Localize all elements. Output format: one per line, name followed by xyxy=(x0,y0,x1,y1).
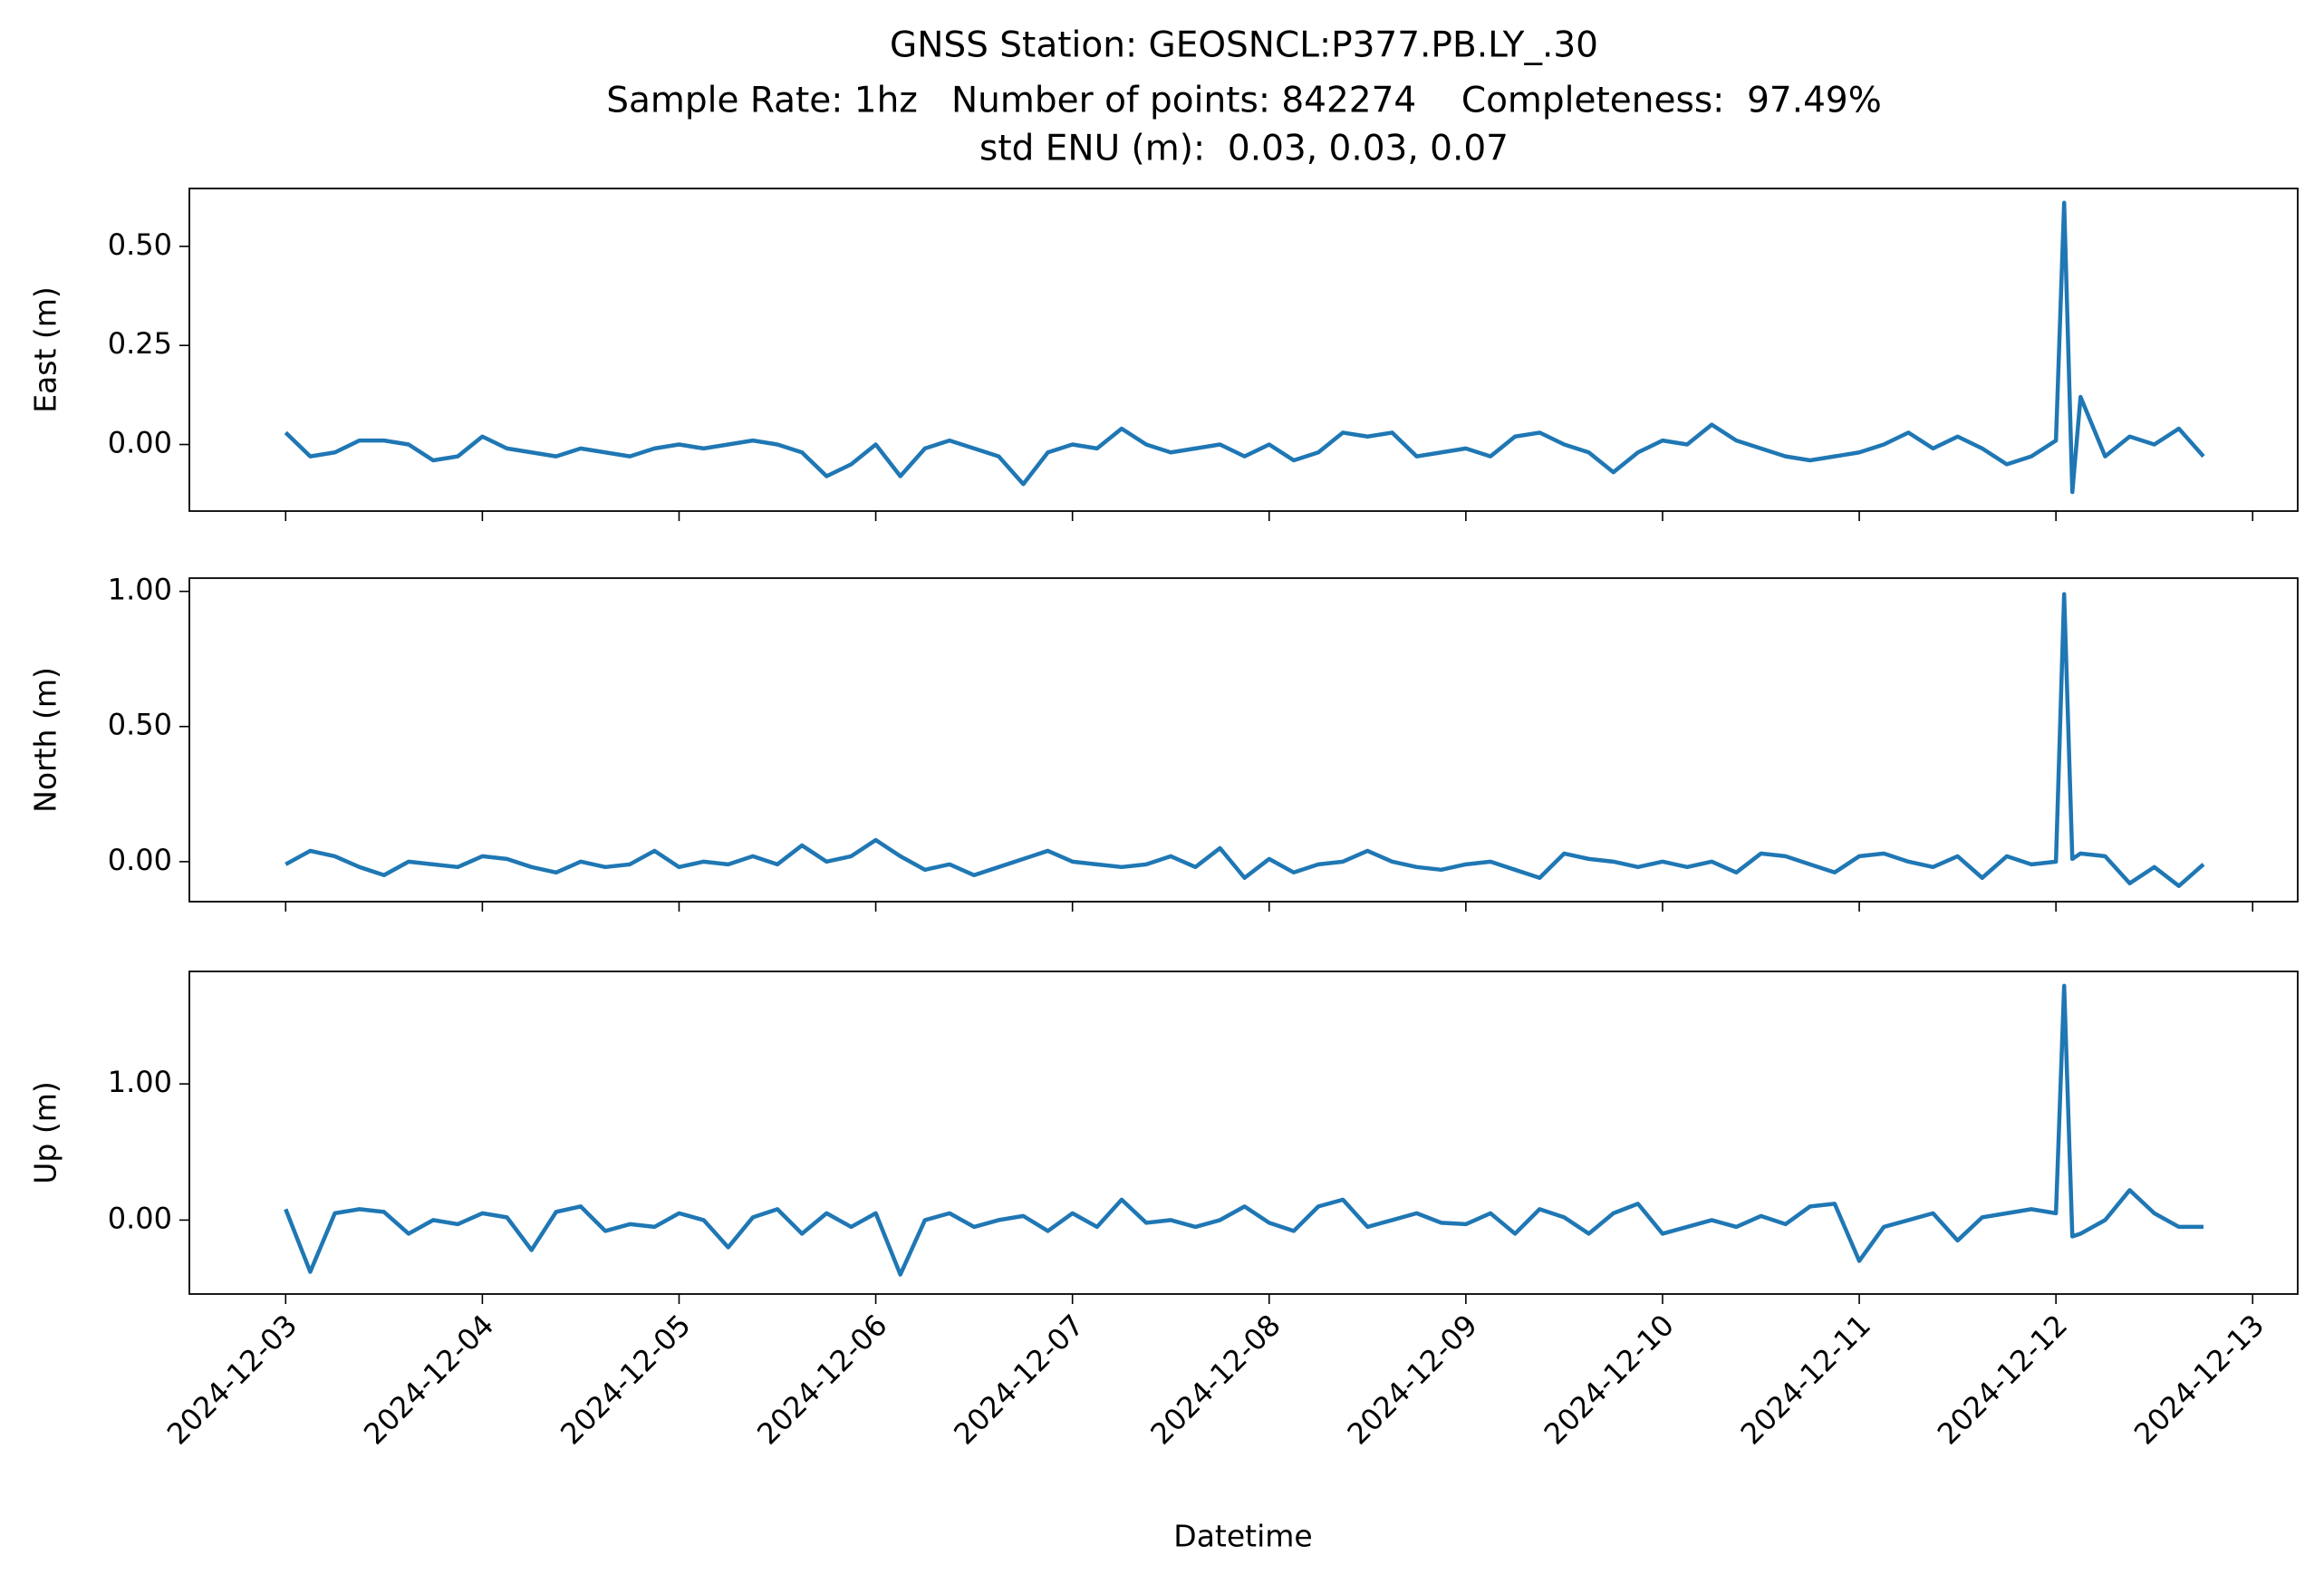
axes-frame xyxy=(188,971,2299,1295)
y-tick-label: 1.00 xyxy=(108,573,172,607)
x-axis-label: Datetime xyxy=(1173,1519,1312,1554)
axes-frame xyxy=(188,188,2299,512)
title-line: Sample Rate: 1hz Number of points: 84227… xyxy=(606,81,1882,121)
y-axis-label: North (m) xyxy=(28,667,63,813)
data-line xyxy=(284,983,2203,1277)
data-line xyxy=(284,200,2205,495)
title-line: std ENU (m): 0.03, 0.03, 0.07 xyxy=(979,129,1509,169)
data-line xyxy=(284,592,2205,888)
axes-frame xyxy=(188,577,2299,903)
y-tick-label: 0.00 xyxy=(108,1201,172,1235)
title-line: GNSS Station: GEOSNCL:P377.PB.LY_.30 xyxy=(890,25,1598,66)
y-tick-label: 0.50 xyxy=(108,708,172,742)
y-tick-label: 1.00 xyxy=(108,1065,172,1099)
y-tick-label: 0.00 xyxy=(108,426,172,460)
y-tick-label: 0.50 xyxy=(108,227,172,262)
y-axis-label: Up (m) xyxy=(28,1081,63,1184)
y-tick-label: 0.00 xyxy=(108,843,172,877)
y-tick-label: 0.25 xyxy=(108,326,172,361)
y-axis-label: East (m) xyxy=(28,286,63,413)
